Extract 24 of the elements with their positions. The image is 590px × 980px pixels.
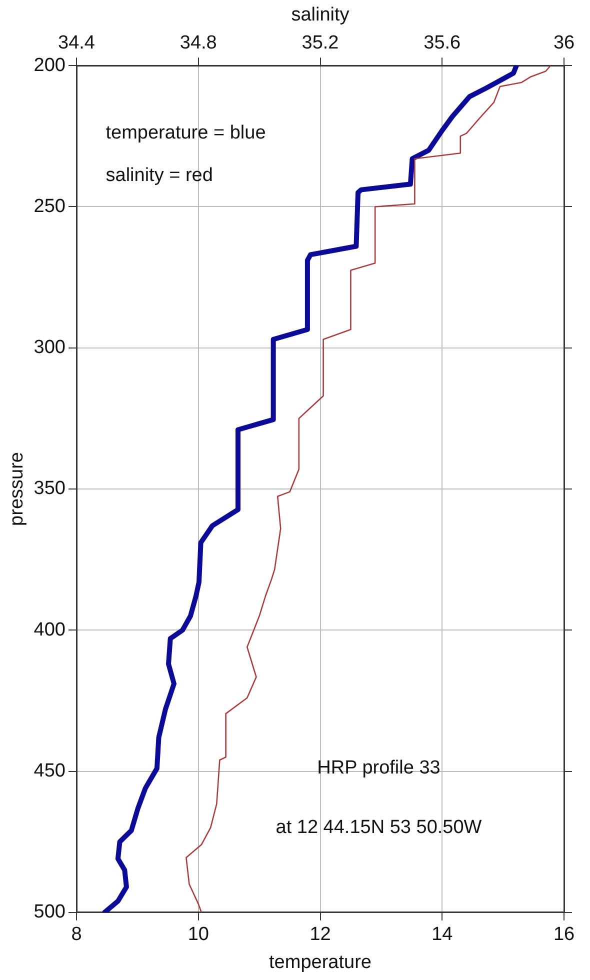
- y-tick-label: 400: [34, 619, 66, 640]
- annotation: salinity = red: [106, 164, 213, 186]
- x-axis-title: temperature: [269, 952, 372, 973]
- x-tick-label: 16: [553, 924, 575, 946]
- x2-tick-label: 34.8: [180, 32, 217, 54]
- x2-tick-label: 34.4: [58, 32, 96, 54]
- y-tick-label: 350: [34, 478, 66, 500]
- annotation: temperature = blue: [106, 122, 266, 144]
- y-tick-label: 300: [34, 337, 66, 358]
- y-tick-label: 450: [34, 760, 66, 782]
- annotation: HRP profile 33: [317, 758, 440, 779]
- y-tick-label: 200: [34, 54, 66, 76]
- x2-axis-title: salinity: [291, 4, 350, 26]
- y-axis-title: pressure: [6, 452, 28, 526]
- x-tick-label: 8: [71, 924, 82, 946]
- y-tick-label: 500: [34, 902, 66, 923]
- y-tick-label: 250: [34, 196, 66, 217]
- annotation: at 12 44.15N 53 50.50W: [276, 816, 482, 838]
- x2-tick-label: 35.6: [424, 32, 461, 54]
- x-tick-label: 12: [310, 924, 331, 946]
- x2-tick-label: 36: [553, 32, 575, 54]
- x-tick-label: 10: [188, 924, 209, 946]
- x2-tick-label: 35.2: [302, 32, 339, 54]
- x-tick-label: 14: [432, 924, 454, 946]
